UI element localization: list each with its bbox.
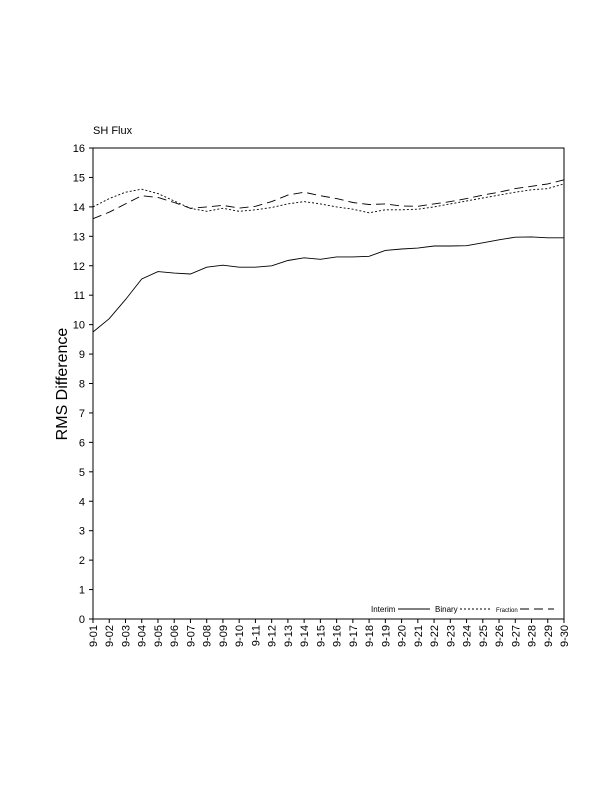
y-tick-label: 9 [79, 349, 85, 361]
y-tick-label: 6 [79, 437, 85, 449]
x-tick-label: 9-10 [234, 625, 246, 647]
x-tick-label: 9-03 [120, 625, 132, 647]
x-tick-label: 9-13 [283, 625, 295, 647]
y-tick-label: 12 [73, 261, 85, 273]
x-tick-label: 9-28 [527, 625, 539, 647]
x-tick-label: 9-18 [364, 625, 376, 647]
x-tick-label: 9-19 [380, 625, 392, 647]
x-tick-label: 9-04 [137, 625, 149, 647]
y-tick-label: 3 [79, 526, 85, 538]
x-tick-label: 9-02 [104, 625, 116, 647]
x-tick-label: 9-29 [543, 625, 555, 647]
x-tick-label: 9-30 [559, 625, 571, 647]
x-tick-label: 9-22 [429, 625, 441, 647]
x-tick-label: 9-23 [445, 625, 457, 647]
legend-label-fraction: Fraction [496, 608, 518, 614]
y-tick-label: 10 [73, 320, 85, 332]
x-tick-label: 9-24 [462, 625, 474, 647]
y-tick-label: 15 [73, 172, 85, 184]
legend: Interim Binary Fraction [371, 605, 554, 614]
y-tick-label: 14 [73, 202, 85, 214]
y-tick-label: 11 [74, 290, 85, 302]
y-tick-label: 0 [79, 614, 85, 626]
x-tick-label: 9-06 [169, 625, 181, 647]
x-axis-ticks: 9-01 9-02 9-03 9-04 9-05 9-06 9-07 9-08 9-09 9-10… [88, 619, 571, 647]
y-tick-label: 7 [79, 408, 85, 420]
chart-title: SH Flux [93, 125, 133, 137]
x-tick-label: 9-07 [185, 625, 197, 647]
x-tick-label: 9-17 [348, 625, 360, 647]
plot-frame [92, 147, 565, 620]
series-lines [92, 179, 565, 333]
x-tick-label: 9-15 [315, 625, 327, 647]
x-tick-label: 9-27 [510, 625, 522, 647]
series-line-fraction [92, 179, 565, 220]
x-tick-label: 9-25 [478, 625, 490, 647]
x-tick-label: 9-11 [250, 625, 262, 646]
x-tick-label: 9-08 [202, 625, 214, 647]
y-tick-label: 13 [73, 231, 85, 243]
y-tick-label: 2 [79, 555, 85, 567]
x-tick-label: 9-21 [413, 625, 425, 647]
series-line-interim [92, 236, 564, 333]
legend-label-interim: Interim [371, 605, 396, 614]
x-tick-label: 9-20 [397, 625, 409, 647]
y-tick-label: 5 [79, 467, 85, 479]
y-axis-label: RMS Difference [54, 328, 71, 441]
series-line-binary [92, 183, 565, 214]
x-tick-label: 9-14 [299, 625, 311, 647]
x-tick-label: 9-16 [332, 625, 344, 647]
y-tick-label: 1 [79, 585, 85, 597]
y-tick-label: 16 [73, 143, 85, 155]
x-tick-label: 9-26 [494, 625, 506, 647]
x-tick-label: 9-12 [267, 625, 279, 647]
legend-label-binary: Binary [435, 605, 458, 614]
x-tick-label: 9-09 [218, 625, 230, 647]
x-tick-label: 9-01 [88, 625, 100, 647]
x-tick-label: 9-05 [153, 625, 165, 647]
y-tick-label: 4 [79, 496, 85, 508]
y-tick-label: 8 [79, 379, 85, 391]
